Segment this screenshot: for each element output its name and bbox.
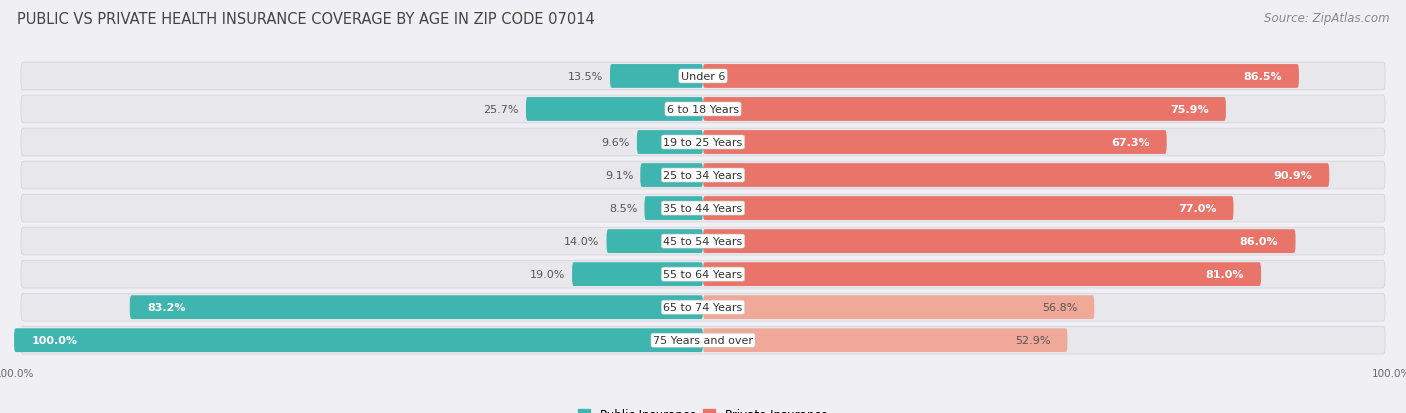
- Text: 19 to 25 Years: 19 to 25 Years: [664, 138, 742, 148]
- FancyBboxPatch shape: [21, 195, 1385, 223]
- FancyBboxPatch shape: [703, 131, 1167, 154]
- Text: Source: ZipAtlas.com: Source: ZipAtlas.com: [1264, 12, 1389, 25]
- FancyBboxPatch shape: [21, 129, 1385, 157]
- Text: 81.0%: 81.0%: [1205, 269, 1244, 280]
- FancyBboxPatch shape: [703, 296, 1094, 319]
- FancyBboxPatch shape: [21, 63, 1385, 90]
- Text: PUBLIC VS PRIVATE HEALTH INSURANCE COVERAGE BY AGE IN ZIP CODE 07014: PUBLIC VS PRIVATE HEALTH INSURANCE COVER…: [17, 12, 595, 27]
- FancyBboxPatch shape: [606, 230, 703, 254]
- Text: 90.9%: 90.9%: [1274, 171, 1312, 180]
- Text: 67.3%: 67.3%: [1111, 138, 1150, 148]
- FancyBboxPatch shape: [21, 162, 1385, 190]
- FancyBboxPatch shape: [703, 98, 1226, 121]
- Text: 45 to 54 Years: 45 to 54 Years: [664, 237, 742, 247]
- Text: 86.0%: 86.0%: [1240, 237, 1278, 247]
- Legend: Public Insurance, Private Insurance: Public Insurance, Private Insurance: [574, 404, 832, 413]
- Text: Under 6: Under 6: [681, 72, 725, 82]
- FancyBboxPatch shape: [610, 65, 703, 89]
- FancyBboxPatch shape: [703, 197, 1233, 221]
- Text: 6 to 18 Years: 6 to 18 Years: [666, 105, 740, 115]
- Text: 83.2%: 83.2%: [148, 302, 186, 312]
- Text: 19.0%: 19.0%: [530, 269, 565, 280]
- Text: 56.8%: 56.8%: [1042, 302, 1077, 312]
- Text: 52.9%: 52.9%: [1015, 335, 1050, 345]
- FancyBboxPatch shape: [129, 296, 703, 319]
- Text: 65 to 74 Years: 65 to 74 Years: [664, 302, 742, 312]
- Text: 86.5%: 86.5%: [1243, 72, 1282, 82]
- Text: 100.0%: 100.0%: [31, 335, 77, 345]
- Text: 35 to 44 Years: 35 to 44 Years: [664, 204, 742, 214]
- Text: 25 to 34 Years: 25 to 34 Years: [664, 171, 742, 180]
- FancyBboxPatch shape: [526, 98, 703, 121]
- FancyBboxPatch shape: [640, 164, 703, 188]
- FancyBboxPatch shape: [21, 294, 1385, 321]
- Text: 75 Years and over: 75 Years and over: [652, 335, 754, 345]
- FancyBboxPatch shape: [21, 261, 1385, 288]
- FancyBboxPatch shape: [703, 65, 1299, 89]
- Text: 55 to 64 Years: 55 to 64 Years: [664, 269, 742, 280]
- Text: 25.7%: 25.7%: [484, 105, 519, 115]
- FancyBboxPatch shape: [14, 328, 703, 352]
- Text: 9.1%: 9.1%: [605, 171, 634, 180]
- Text: 9.6%: 9.6%: [602, 138, 630, 148]
- Text: 14.0%: 14.0%: [564, 237, 599, 247]
- FancyBboxPatch shape: [21, 327, 1385, 354]
- FancyBboxPatch shape: [703, 230, 1295, 254]
- FancyBboxPatch shape: [572, 263, 703, 286]
- FancyBboxPatch shape: [644, 197, 703, 221]
- FancyBboxPatch shape: [21, 96, 1385, 123]
- Text: 13.5%: 13.5%: [568, 72, 603, 82]
- Text: 8.5%: 8.5%: [609, 204, 637, 214]
- Text: 77.0%: 77.0%: [1178, 204, 1216, 214]
- FancyBboxPatch shape: [703, 164, 1329, 188]
- FancyBboxPatch shape: [21, 228, 1385, 255]
- FancyBboxPatch shape: [703, 263, 1261, 286]
- Text: 75.9%: 75.9%: [1170, 105, 1209, 115]
- FancyBboxPatch shape: [703, 328, 1067, 352]
- FancyBboxPatch shape: [637, 131, 703, 154]
